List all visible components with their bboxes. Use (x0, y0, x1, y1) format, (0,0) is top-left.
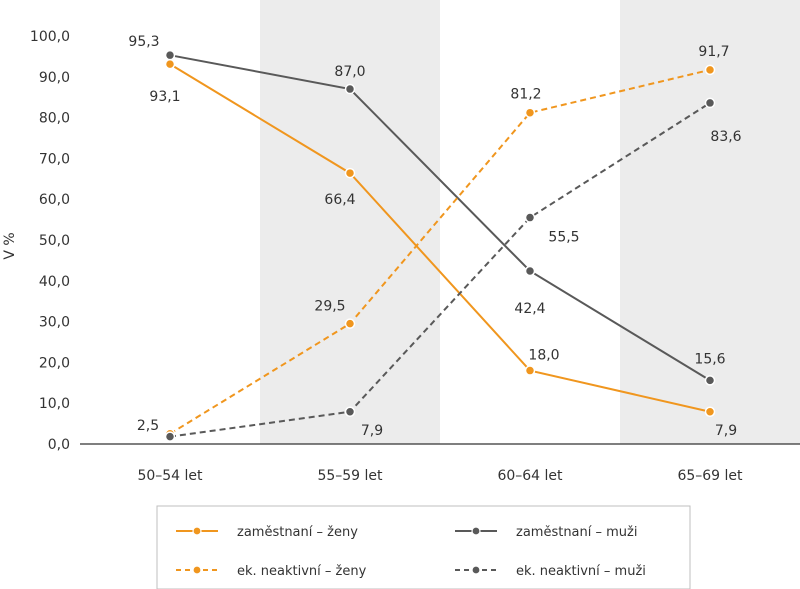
legend-swatch-marker (192, 526, 202, 536)
y-tick-label: 40,0 (39, 274, 70, 290)
series-line-1 (169, 54, 711, 382)
data-label: 55,5 (548, 230, 579, 246)
x-axis: 50–54 let 55–59 let 60–64 let 65–69 let (80, 443, 800, 484)
y-tick-label: 10,0 (39, 396, 70, 412)
x-tick-label: 55–59 let (317, 468, 383, 484)
legend-label: ek. neaktivní – muži (516, 564, 646, 579)
data-label: 95,3 (128, 34, 159, 50)
legend-swatch-marker (471, 565, 481, 575)
data-point (524, 212, 536, 223)
y-tick-label: 100,0 (30, 29, 70, 45)
data-point (164, 49, 176, 61)
data-point (704, 375, 716, 386)
data-point (344, 406, 356, 418)
data-label: 42,4 (514, 301, 545, 317)
legend: zaměstnaní – ženy zaměstnaní – muži ek. ne… (156, 505, 691, 589)
y-tick-label: 60,0 (39, 192, 70, 208)
data-point (164, 58, 176, 70)
series-line-2 (169, 68, 711, 435)
data-point (344, 318, 356, 329)
y-axis: 0,0 10,0 20,0 30,0 40,0 50,0 60,0 70,0 80,0 90,0 1… (30, 29, 70, 453)
data-point (524, 265, 536, 277)
y-tick-label: 30,0 (39, 315, 70, 331)
legend-label: zaměstnaní – ženy (237, 525, 358, 540)
series-lines (169, 54, 711, 438)
data-labels: 93,1 66,4 18,0 7,9 95,3 87,0 42,4 15,6 2,5 29,5 81… (128, 34, 741, 439)
y-tick-label: 20,0 (39, 355, 70, 371)
data-label: 83,6 (710, 129, 741, 145)
data-point (704, 64, 716, 76)
x-tick-label: 50–54 let (137, 468, 203, 484)
y-tick-label: 90,0 (39, 70, 70, 86)
data-point (704, 97, 716, 109)
data-label: 81,2 (510, 87, 541, 103)
legend-label: zaměstnaní – muži (516, 525, 637, 540)
legend-swatch-marker (192, 565, 202, 575)
data-point (344, 167, 356, 179)
legend-swatch-marker (471, 526, 481, 536)
data-point (524, 107, 536, 118)
data-label: 18,0 (528, 348, 559, 364)
category-band-1 (260, 0, 440, 444)
data-label: 15,6 (694, 351, 725, 367)
legend-label: ek. neaktivní – ženy (237, 564, 367, 579)
y-tick-label: 80,0 (39, 111, 70, 127)
data-label: 7,9 (715, 423, 737, 439)
data-label: 2,5 (137, 418, 159, 434)
y-tick-label: 50,0 (39, 233, 70, 249)
data-label: 87,0 (334, 64, 365, 80)
y-tick-label: 0,0 (48, 437, 70, 453)
series-line-0 (169, 63, 711, 413)
data-label: 91,7 (698, 44, 729, 60)
data-point (704, 406, 716, 418)
data-label: 29,5 (314, 299, 345, 315)
data-label: 66,4 (324, 192, 355, 208)
y-axis-title: V % (2, 232, 18, 259)
data-point (524, 365, 536, 376)
x-tick-label: 60–64 let (497, 468, 563, 484)
legend-box (156, 505, 691, 589)
data-point (344, 83, 356, 95)
series-points (164, 49, 716, 442)
data-label: 93,1 (149, 89, 180, 105)
y-tick-label: 70,0 (39, 151, 70, 167)
series-line-3 (169, 102, 711, 438)
data-label: 7,9 (361, 423, 383, 439)
x-tick-label: 65–69 let (677, 468, 743, 484)
data-point (164, 431, 176, 442)
